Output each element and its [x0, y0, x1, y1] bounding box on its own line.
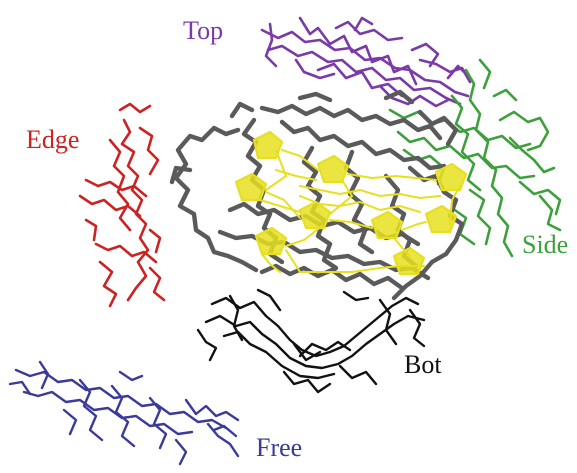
label-top: Top	[183, 16, 223, 45]
top-molecule	[260, 16, 472, 108]
label-free: Free	[256, 433, 302, 462]
bot-molecule	[196, 288, 426, 394]
host-cage-rings	[234, 130, 468, 276]
host-cage-linkers	[259, 149, 461, 273]
label-bot: Bot	[404, 350, 442, 379]
label-edge: Edge	[26, 125, 79, 154]
free-molecule	[8, 360, 240, 466]
label-side: Side	[522, 230, 568, 259]
edge-molecule	[78, 102, 166, 308]
